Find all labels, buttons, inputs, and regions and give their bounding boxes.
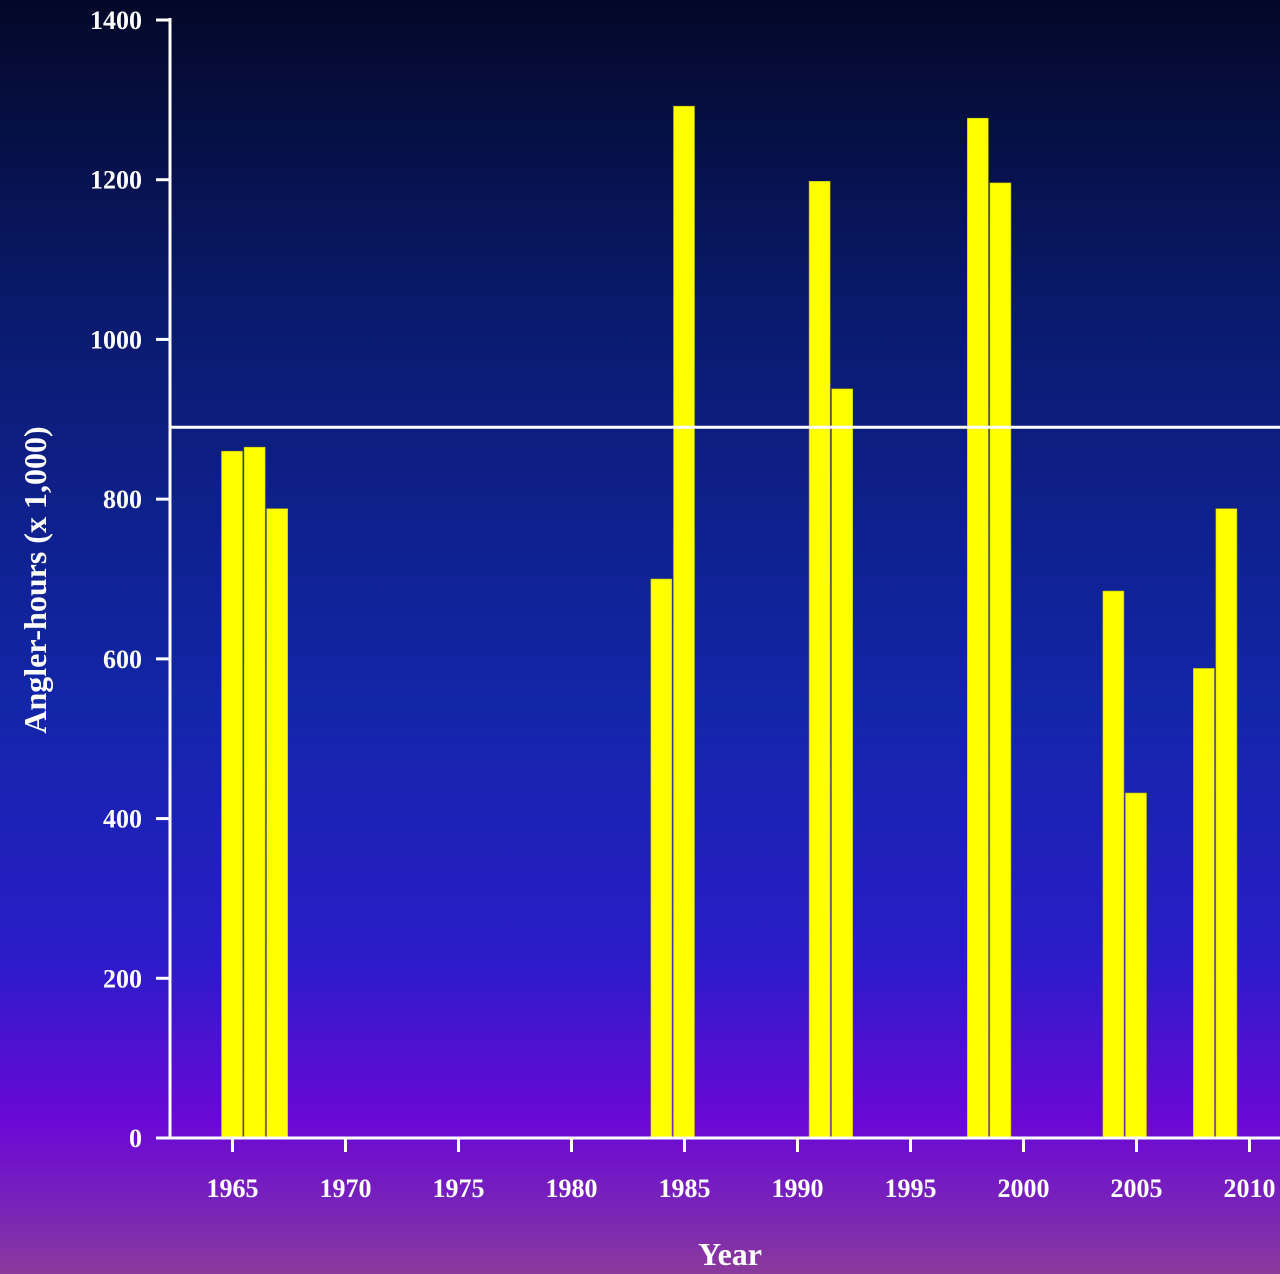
- bar-2009: [1215, 508, 1238, 1139]
- bar-1985: [673, 105, 695, 1139]
- bar-1998: [966, 117, 989, 1139]
- bars-group: [221, 105, 1238, 1139]
- y-ticks-group: 0 200 400 600 800 1000 1200 1400: [90, 6, 170, 1153]
- x-ticks-group: 1965 1970 1975 1980 1985 1990 1995 2000 2005 2010: [207, 1138, 1276, 1203]
- bar-2005: [1125, 792, 1147, 1139]
- x-tick-label: 2010: [1224, 1174, 1276, 1203]
- bar-2008: [1193, 668, 1215, 1139]
- bar-1992: [831, 388, 854, 1139]
- x-tick-label: 2000: [998, 1174, 1050, 1203]
- y-tick-label: 1200: [90, 166, 142, 195]
- y-tick-label: 800: [103, 485, 142, 514]
- bar-1967: [266, 508, 289, 1139]
- y-axis-title: Angler-hours (x 1,000): [17, 426, 53, 733]
- x-axis-title: Year: [698, 1236, 762, 1272]
- x-tick-label: 1990: [772, 1174, 824, 1203]
- x-tick-label: 1965: [207, 1174, 259, 1203]
- y-tick-label: 600: [103, 645, 142, 674]
- x-tick-label: 1995: [885, 1174, 937, 1203]
- y-tick-label: 1400: [90, 6, 142, 35]
- bar-1991: [808, 181, 831, 1139]
- x-tick-label: 1970: [320, 1174, 372, 1203]
- bar-2004: [1102, 590, 1125, 1139]
- y-tick-label: 200: [103, 964, 142, 993]
- bar-1999: [989, 182, 1012, 1139]
- y-tick-label: 1000: [90, 325, 142, 354]
- bar-1966: [243, 446, 266, 1139]
- bar-1965: [221, 450, 243, 1139]
- y-tick-label: 0: [129, 1124, 142, 1153]
- x-tick-label: 1985: [659, 1174, 711, 1203]
- x-tick-label: 1975: [433, 1174, 485, 1203]
- y-tick-label: 400: [103, 805, 142, 834]
- x-tick-label: 2005: [1111, 1174, 1163, 1203]
- bar-1984: [650, 578, 673, 1139]
- x-tick-label: 1980: [546, 1174, 598, 1203]
- axes-group: [156, 18, 1280, 1140]
